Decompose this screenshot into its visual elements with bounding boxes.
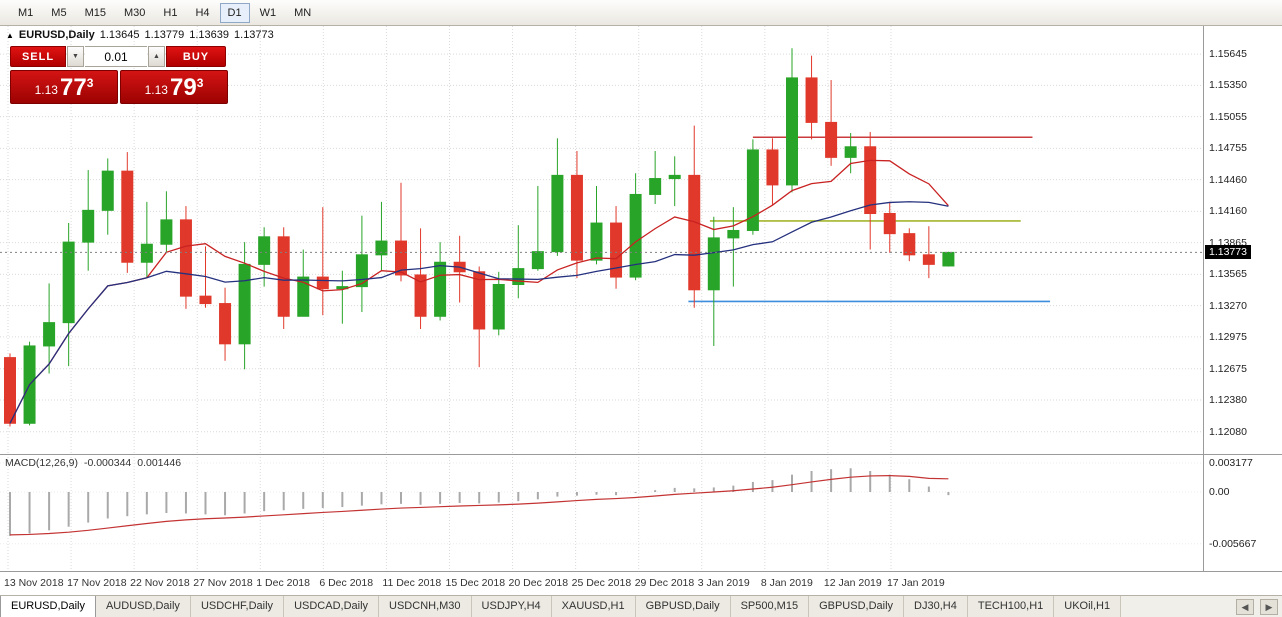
- tab-scroll-controls: ◀ ▶: [1236, 596, 1278, 617]
- ma-line-20: [9, 201, 949, 424]
- timeframe-h1-button[interactable]: H1: [155, 3, 185, 23]
- chart-tab-bar: EURUSD,Daily AUDUSD,Daily USDCHF,Daily U…: [0, 595, 1282, 617]
- ask-price-point: 3: [196, 76, 204, 90]
- date-axis-label: 3 Jan 2019: [697, 577, 750, 589]
- tab-tech100-h1[interactable]: TECH100,H1: [967, 596, 1055, 617]
- price-axis-label: 1.14160: [1209, 205, 1247, 218]
- tab-scroll-right-icon[interactable]: ▶: [1260, 599, 1278, 615]
- ask-price-box[interactable]: 1.13 79 3: [120, 70, 228, 104]
- ask-price-pips: 79: [169, 74, 197, 101]
- date-axis-label: 17 Jan 2019: [886, 577, 945, 589]
- ask-price-prefix: 1.13: [144, 82, 168, 97]
- tab-sp500-m15[interactable]: SP500,M15: [730, 596, 810, 617]
- date-axis-label: 20 Dec 2018: [508, 577, 569, 589]
- sell-button[interactable]: SELL: [10, 46, 66, 67]
- macd-panel-divider[interactable]: [0, 454, 1282, 455]
- volume-input[interactable]: [85, 46, 147, 67]
- tab-usdjpy-h4[interactable]: USDJPY,H4: [471, 596, 552, 617]
- timeframe-w1-button[interactable]: W1: [252, 3, 285, 23]
- tab-usdcad-daily[interactable]: USDCAD,Daily: [284, 596, 380, 617]
- timeframe-m1-button[interactable]: M1: [10, 3, 41, 23]
- tab-xauusd-h1[interactable]: XAUUSD,H1: [551, 596, 636, 617]
- ohlc-low: 1.13639: [189, 29, 230, 41]
- one-click-trade-panel: SELL ▼ ▲ BUY 1.13 77 3 1.13 79 3: [10, 46, 228, 104]
- date-axis-label: 6 Dec 2018: [319, 577, 374, 589]
- main-chart[interactable]: [0, 26, 1203, 454]
- price-axis-label: 1.12675: [1209, 362, 1247, 375]
- macd-axis-label: 0.003177: [1209, 457, 1253, 469]
- current-price-tag: 1.13773: [1205, 245, 1251, 260]
- buy-button[interactable]: BUY: [166, 46, 226, 67]
- timeframe-h4-button[interactable]: H4: [187, 3, 217, 23]
- tab-scroll-left-icon[interactable]: ◀: [1236, 599, 1254, 615]
- tab-gbpusd-daily-2[interactable]: GBPUSD,Daily: [809, 596, 905, 617]
- macd-chart[interactable]: [0, 454, 1203, 571]
- date-axis[interactable]: 13 Nov 2018 17 Nov 2018 22 Nov 2018 27 Nov …: [0, 571, 1282, 595]
- price-axis-label: 1.12080: [1209, 425, 1247, 438]
- macd-axis-label: 0.00: [1209, 486, 1230, 498]
- date-axis-label: 8 Jan 2019: [760, 577, 813, 589]
- date-axis-label: 11 Dec 2018: [382, 577, 442, 589]
- macd-indicator-label: MACD(12,26,9) -0.000344 0.001446: [5, 457, 181, 469]
- tab-ukoil-h1[interactable]: UKOil,H1: [1054, 596, 1122, 617]
- macd-signal-value: 0.001446: [137, 457, 182, 469]
- price-axis-label: 1.13565: [1209, 268, 1247, 281]
- bid-price-point: 3: [86, 76, 94, 90]
- macd-axis-label: -0.005667: [1209, 537, 1257, 550]
- price-axis-label: 1.12975: [1209, 330, 1247, 343]
- symbol-name: EURUSD,Daily: [18, 29, 95, 41]
- date-axis-label: 22 Nov 2018: [130, 577, 190, 589]
- tab-usdcnh-m30[interactable]: USDCNH,M30: [379, 596, 472, 617]
- price-axis-label: 1.15645: [1209, 48, 1247, 61]
- bid-price-box[interactable]: 1.13 77 3: [10, 70, 118, 104]
- date-axis-label: 15 Dec 2018: [445, 577, 506, 589]
- price-axis[interactable]: 1.15645 1.15350 1.15055 1.14755 1.14460 1.141…: [1203, 26, 1282, 571]
- macd-name: MACD(12,26,9): [5, 457, 78, 469]
- tab-gbpusd-daily[interactable]: GBPUSD,Daily: [635, 596, 731, 617]
- one-click-panel-toggle-icon[interactable]: ▲: [6, 30, 14, 40]
- macd-signal-line: [9, 475, 949, 536]
- timeframe-mn-button[interactable]: MN: [286, 3, 319, 23]
- chart-window[interactable]: ▲ EURUSD,Daily 1.13645 1.13779 1.13639 1…: [0, 26, 1282, 595]
- price-axis-label: 1.15350: [1209, 79, 1247, 92]
- symbol-header: ▲ EURUSD,Daily 1.13645 1.13779 1.13639 1…: [6, 29, 274, 41]
- price-axis-label: 1.14460: [1209, 173, 1247, 186]
- tab-eurusd-daily[interactable]: EURUSD,Daily: [0, 596, 96, 617]
- date-axis-label: 1 Dec 2018: [256, 577, 310, 589]
- macd-main-value: -0.000344: [83, 457, 132, 469]
- price-axis-label: 1.15055: [1209, 110, 1247, 123]
- tab-audusd-daily[interactable]: AUDUSD,Daily: [95, 596, 191, 617]
- timeframe-m5-button[interactable]: M5: [43, 3, 74, 23]
- bid-price-pips: 77: [59, 74, 87, 101]
- date-axis-label: 12 Jan 2019: [823, 577, 882, 589]
- bid-price-prefix: 1.13: [34, 82, 58, 97]
- date-axis-label: 29 Dec 2018: [634, 577, 695, 589]
- volume-decrease-button[interactable]: ▼: [67, 46, 84, 67]
- candles: [4, 48, 955, 427]
- timeframe-d1-button[interactable]: D1: [219, 2, 250, 23]
- tab-dj30-h4[interactable]: DJ30,H4: [904, 596, 968, 617]
- date-axis-label: 25 Dec 2018: [571, 577, 632, 589]
- ohlc-high: 1.13779: [144, 29, 185, 41]
- date-axis-label: 27 Nov 2018: [193, 577, 253, 589]
- macd-histogram: [9, 468, 950, 536]
- timeframe-m30-button[interactable]: M30: [116, 3, 153, 23]
- ohlc-close: 1.13773: [234, 29, 274, 41]
- date-axis-label: 13 Nov 2018: [4, 577, 64, 589]
- price-axis-label: 1.12380: [1209, 393, 1247, 406]
- timeframe-toolbar: M1 M5 M15 M30 H1 H4 D1 W1 MN: [0, 0, 1282, 26]
- volume-increase-button[interactable]: ▲: [148, 46, 165, 67]
- timeframe-m15-button[interactable]: M15: [77, 3, 114, 23]
- price-axis-label: 1.13270: [1209, 299, 1247, 312]
- price-axis-label: 1.14755: [1209, 142, 1247, 155]
- ohlc-open: 1.13645: [99, 29, 140, 41]
- date-axis-label: 17 Nov 2018: [67, 577, 127, 589]
- tab-usdchf-daily[interactable]: USDCHF,Daily: [190, 596, 285, 617]
